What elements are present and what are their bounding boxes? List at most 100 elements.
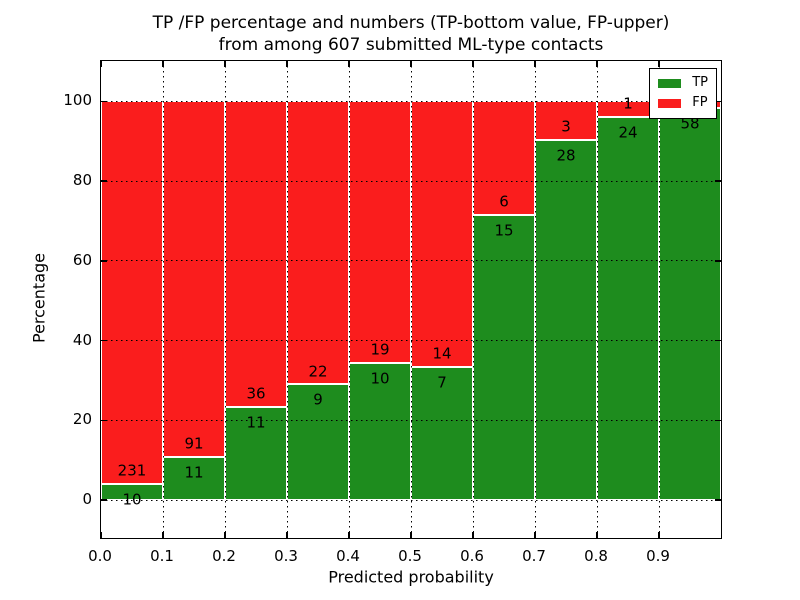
tp-count-label-3: 9 — [313, 390, 323, 409]
tp-legend-swatch — [658, 78, 682, 88]
v-gridline-0.5 — [410, 61, 412, 538]
x-tick-top-0.9 — [658, 61, 660, 67]
y-tick-left-0 — [101, 499, 107, 501]
x-tick-bottom-0.8 — [596, 532, 598, 538]
fp-count-label-6: 6 — [499, 192, 509, 211]
tp-count-label-6: 15 — [494, 221, 514, 240]
tp-count-label-2: 11 — [246, 413, 266, 432]
x-tick-top-0.2 — [224, 61, 226, 67]
y-tick-right-20 — [715, 419, 721, 422]
x-tick-label-0.3: 0.3 — [274, 547, 298, 565]
x-tick-bottom-0.1 — [162, 532, 164, 538]
fp-count-label-3: 22 — [308, 362, 328, 381]
bar-segment-tp-6 — [473, 215, 535, 501]
bar-segment-fp-3 — [287, 101, 349, 385]
y-tick-label-80: 80 — [72, 171, 92, 190]
tp-count-label-5: 7 — [437, 373, 447, 392]
x-tick-bottom-0.9 — [658, 532, 660, 538]
bar-segment-tp-1 — [163, 457, 225, 501]
grid-layer — [101, 61, 721, 538]
x-tick-bottom-0.6 — [472, 532, 474, 538]
y-tick-left-100 — [101, 100, 107, 102]
fp-count-label-2: 36 — [246, 384, 266, 403]
x-tick-top-0.4 — [348, 61, 350, 67]
fp-count-label-1: 91 — [184, 434, 204, 453]
bar-segment-fp-2 — [225, 101, 287, 407]
x-tick-label-0.6: 0.6 — [460, 547, 484, 565]
plot-area: 23110911136112291910147615328124158 TP F… — [100, 60, 722, 539]
x-tick-top-0.5 — [410, 61, 412, 67]
bar-segment-fp-5 — [411, 101, 473, 368]
y-tick-label-40: 40 — [72, 330, 92, 349]
v-gridline-0.7 — [534, 61, 536, 538]
x-tick-label-0.0: 0.0 — [88, 547, 112, 565]
fp-legend-label: FP — [692, 95, 708, 110]
x-tick-bottom-0.5 — [410, 532, 412, 538]
x-tick-label-0.7: 0.7 — [522, 547, 546, 565]
y-tick-left-40 — [101, 339, 107, 342]
fp-count-label-0: 231 — [117, 461, 147, 480]
x-tick-label-0.8: 0.8 — [584, 547, 608, 565]
legend-item-fp: FP — [658, 93, 708, 113]
x-tick-top-0.8 — [596, 61, 598, 67]
tp-legend-label: TP — [692, 75, 708, 90]
y-tick-label-60: 60 — [72, 250, 92, 269]
bar-segment-tp-5 — [411, 367, 473, 501]
x-axis-label: Predicted probability — [328, 567, 494, 587]
v-gridline-0.1 — [162, 61, 164, 538]
y-tick-left-60 — [101, 260, 107, 262]
tp-count-label-8: 24 — [618, 123, 638, 142]
x-tick-top-0.6 — [472, 61, 474, 67]
tp-count-label-4: 10 — [370, 369, 390, 388]
y-tick-label-0: 0 — [82, 490, 92, 509]
fp-count-label-7: 3 — [561, 117, 571, 136]
y-tick-right-60 — [715, 260, 721, 262]
y-tick-label-20: 20 — [72, 410, 92, 429]
x-tick-bottom-0.2 — [224, 532, 226, 538]
y-tick-left-20 — [101, 419, 107, 422]
fp-count-label-4: 19 — [370, 340, 390, 359]
x-tick-label-0.9: 0.9 — [646, 547, 670, 565]
x-tick-label-0.4: 0.4 — [336, 547, 360, 565]
bar-labels-layer: 23110911136112291910147615328124158 — [101, 61, 721, 538]
chart-title: TP /FP percentage and numbers (TP-bottom… — [100, 12, 722, 56]
tp-count-label-0: 10 — [122, 490, 142, 508]
tp-count-label-1: 11 — [184, 463, 204, 482]
y-tick-label-100: 100 — [63, 91, 92, 110]
bar-segment-tp-4 — [349, 362, 411, 501]
x-tick-top-0 — [100, 61, 102, 67]
legend: TP FP — [649, 68, 717, 119]
v-gridline-0.6 — [472, 61, 474, 538]
y-tick-left-80 — [101, 180, 107, 182]
bar-segment-fp-4 — [349, 101, 411, 363]
bar-segment-fp-1 — [163, 101, 225, 458]
bar-segment-tp-2 — [225, 406, 287, 501]
x-tick-label-0.2: 0.2 — [212, 547, 236, 565]
x-tick-bottom-0 — [100, 532, 102, 538]
x-tick-bottom-0.4 — [348, 532, 350, 538]
tick-marks-layer — [100, 61, 721, 538]
x-tick-top-0.3 — [286, 61, 288, 67]
tp-count-label-9: 58 — [680, 114, 700, 133]
v-gridline-0.9 — [658, 61, 660, 538]
tp-count-label-7: 28 — [556, 146, 576, 165]
bar-segment-fp-7 — [535, 101, 597, 140]
fp-legend-swatch — [658, 98, 682, 108]
v-gridline-0.2 — [224, 61, 226, 538]
y-tick-right-40 — [715, 339, 721, 342]
bar-segment-tp-9 — [659, 108, 721, 501]
chart-title-line2: from among 607 submitted ML-type contact… — [218, 35, 604, 55]
bar-segment-tp-7 — [535, 139, 597, 501]
chart-title-line1: TP /FP percentage and numbers (TP-bottom… — [152, 13, 670, 33]
bar-segment-fp-0 — [101, 101, 163, 484]
x-tick-bottom-0.3 — [286, 532, 288, 538]
x-tick-top-0.1 — [162, 61, 164, 67]
legend-item-tp: TP — [658, 73, 708, 93]
v-gridline-0.4 — [348, 61, 350, 538]
fp-count-label-5: 14 — [432, 344, 452, 363]
v-gridline-0.3 — [286, 61, 288, 538]
y-tick-right-80 — [715, 180, 721, 182]
x-tick-bottom-0.7 — [534, 532, 536, 538]
fp-count-label-8: 1 — [623, 94, 633, 113]
x-tick-top-0.7 — [534, 61, 536, 67]
